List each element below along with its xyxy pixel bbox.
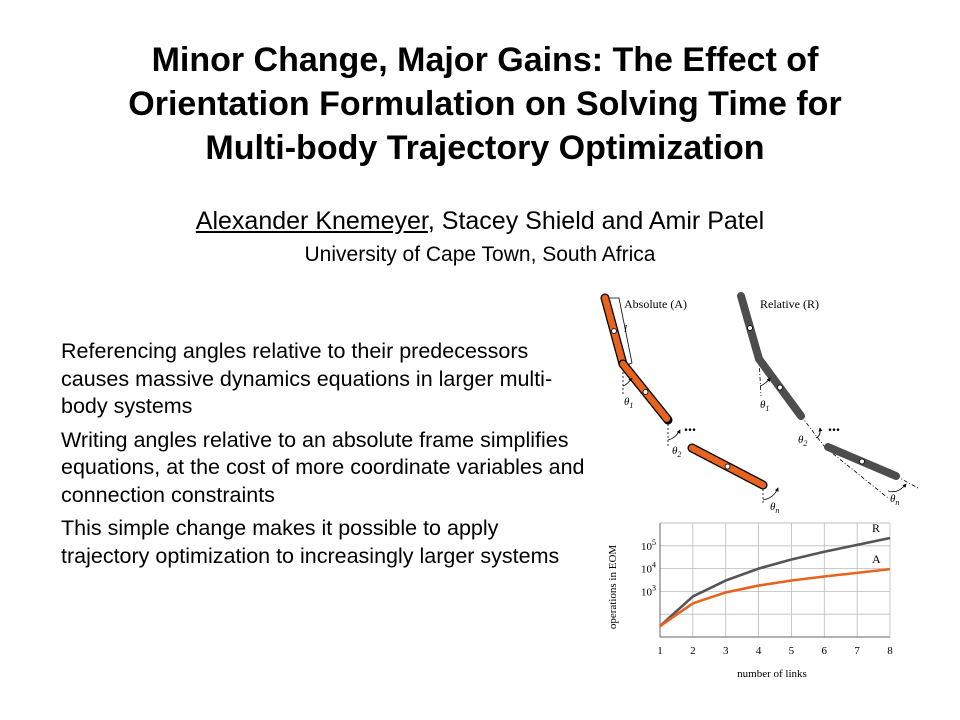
absolute-thetan-arc: [762, 487, 779, 501]
absolute-theta1: θ1: [624, 396, 633, 410]
title-line-1: Minor Change, Major Gains: The Effect of: [151, 41, 819, 79]
x-tick-label: 5: [789, 645, 795, 657]
y-tick-label: 105: [641, 538, 656, 553]
relative-thetan-arc: [887, 483, 907, 493]
affiliation: University of Cape Town, South Africa: [304, 243, 656, 266]
presenter-name: Alexander Knemeyer: [195, 207, 428, 235]
chart-grid: [659, 522, 891, 638]
series-label-A: A: [872, 552, 881, 566]
chart-series: RA: [659, 521, 891, 628]
relative-theta2: θ2: [798, 434, 807, 448]
absolute-link-n-com: [724, 463, 731, 470]
x-tick-label: 2: [690, 645, 696, 657]
relative-theta1-arc: [759, 377, 771, 387]
series-label-R: R: [872, 521, 880, 535]
relative-extension-n: [895, 475, 919, 489]
relative-thetan: θn: [890, 493, 899, 507]
bullet-list: Referencing angles relative to their pre…: [61, 338, 591, 576]
y-tick-label: 103: [641, 583, 656, 598]
relative-panel: Relative (R) ... θ1 θ2 θn: [737, 292, 919, 507]
chart-xlabel: number of links: [737, 668, 807, 680]
absolute-theta2: θ2: [672, 445, 681, 459]
authors-line: Alexander Knemeyer, Stacey Shield and Am…: [0, 206, 960, 236]
chart-ylabel: operations in EOM: [607, 545, 619, 630]
relative-extension-2: [800, 415, 825, 447]
link-diagram-figure: Absolute (A) l θ1 ... θ2 θn Relative (R): [600, 292, 919, 515]
absolute-thetan: θn: [770, 501, 779, 515]
absolute-label: Absolute (A): [624, 297, 687, 311]
length-label: l: [624, 323, 627, 335]
x-tick-label: 8: [887, 645, 893, 657]
absolute-link-2-com: [642, 389, 649, 395]
bullet-2: Writing angles relative to an absolute f…: [61, 427, 585, 507]
title-line-3: Multi-body Trajectory Optimization: [205, 129, 765, 167]
absolute-theta2-arc: [667, 429, 681, 441]
relative-label: Relative (R): [760, 297, 819, 311]
relative-ellipsis: ...: [828, 418, 840, 435]
relative-theta1: θ1: [760, 399, 769, 413]
x-tick-label: 1: [657, 645, 663, 657]
relative-link-1-com: [747, 325, 753, 331]
absolute-ellipsis: ...: [684, 418, 696, 435]
coauthors: , Stacey Shield and Amir Patel: [427, 207, 765, 235]
chart-ticks: 1 2 3 4 5 6 7 8 103 104 105: [641, 538, 893, 657]
absolute-panel: Absolute (A) l θ1 ... θ2 θn: [600, 293, 779, 515]
x-tick-label: 6: [822, 645, 828, 657]
relative-extension-long: [825, 447, 889, 499]
absolute-theta1-arc: [622, 377, 633, 387]
relative-theta2-arc: [815, 427, 823, 439]
title-line-2: Orientation Formulation on Solving Time …: [128, 85, 842, 123]
bullet-3: This simple change makes it possible to …: [61, 516, 560, 568]
y-tick-label: 104: [641, 561, 656, 576]
relative-link-2-com: [777, 384, 783, 391]
x-tick-label: 7: [854, 645, 860, 657]
series-line-A: [659, 567, 891, 628]
absolute-link-1-com: [611, 328, 617, 334]
slide-title: Minor Change, Major Gains: The Effect of…: [60, 38, 910, 170]
relative-link-n-com: [859, 458, 865, 465]
x-tick-label: 4: [756, 645, 762, 657]
bullet-1: Referencing angles relative to their pre…: [61, 339, 553, 418]
x-tick-label: 3: [723, 645, 729, 657]
series-line-R: [659, 536, 891, 628]
